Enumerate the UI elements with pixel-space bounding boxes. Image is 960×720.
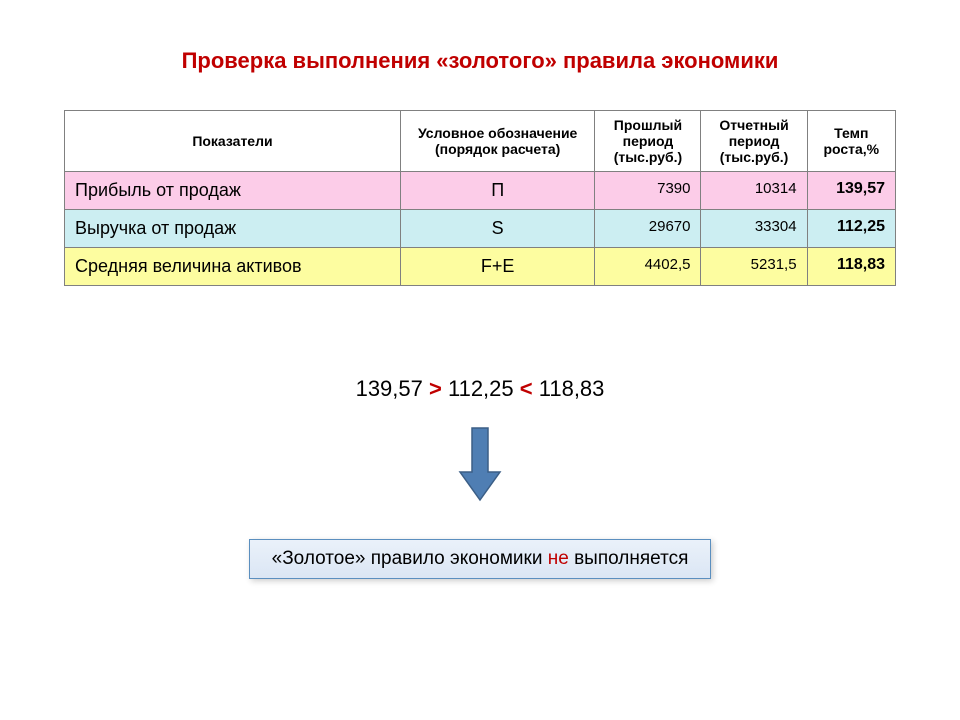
cell-prev: 29670 <box>595 210 701 248</box>
arrow-path <box>460 428 500 500</box>
cell-curr: 10314 <box>701 172 807 210</box>
data-table: Показатели Условное обозначение (порядок… <box>64 110 896 286</box>
col-header: Отчетный период (тыс.руб.) <box>701 111 807 172</box>
col-header: Показатели <box>65 111 401 172</box>
ineq-op-lt: < <box>520 376 533 401</box>
cell-prev: 7390 <box>595 172 701 210</box>
down-arrow-icon <box>456 424 504 504</box>
cell-symbol: S <box>400 210 594 248</box>
ineq-v3: 118,83 <box>539 376 605 401</box>
ineq-v2: 112,25 <box>448 376 514 401</box>
col-header: Прошлый период (тыс.руб.) <box>595 111 701 172</box>
conclusion-prefix: «Золотое» правило экономики <box>272 548 548 569</box>
cell-name: Выручка от продаж <box>65 210 401 248</box>
cell-curr: 33304 <box>701 210 807 248</box>
table-row: Средняя величина активов F+E 4402,5 5231… <box>65 248 896 286</box>
cell-name: Средняя величина активов <box>65 248 401 286</box>
ineq-v1: 139,57 <box>356 376 423 401</box>
table-header-row: Показатели Условное обозначение (порядок… <box>65 111 896 172</box>
table-row: Выручка от продаж S 29670 33304 112,25 <box>65 210 896 248</box>
conclusion-box: «Золотое» правило экономики не выполняет… <box>249 539 712 579</box>
ineq-op-gt: > <box>429 376 442 401</box>
cell-growth: 112,25 <box>807 210 895 248</box>
conclusion-ne: не <box>548 548 569 569</box>
col-header: Условное обозначение (порядок расчета) <box>400 111 594 172</box>
arrow-container <box>64 424 896 509</box>
cell-growth: 118,83 <box>807 248 895 286</box>
inequality-expression: 139,57 > 112,25 < 118,83 <box>64 376 896 402</box>
cell-symbol: П <box>400 172 594 210</box>
cell-curr: 5231,5 <box>701 248 807 286</box>
conclusion-container: «Золотое» правило экономики не выполняет… <box>64 539 896 579</box>
col-header: Темп роста,% <box>807 111 895 172</box>
cell-name: Прибыль от продаж <box>65 172 401 210</box>
cell-symbol: F+E <box>400 248 594 286</box>
table-row: Прибыль от продаж П 7390 10314 139,57 <box>65 172 896 210</box>
cell-prev: 4402,5 <box>595 248 701 286</box>
conclusion-suffix: выполняется <box>569 548 689 569</box>
page-title: Проверка выполнения «золотого» правила э… <box>64 48 896 74</box>
cell-growth: 139,57 <box>807 172 895 210</box>
